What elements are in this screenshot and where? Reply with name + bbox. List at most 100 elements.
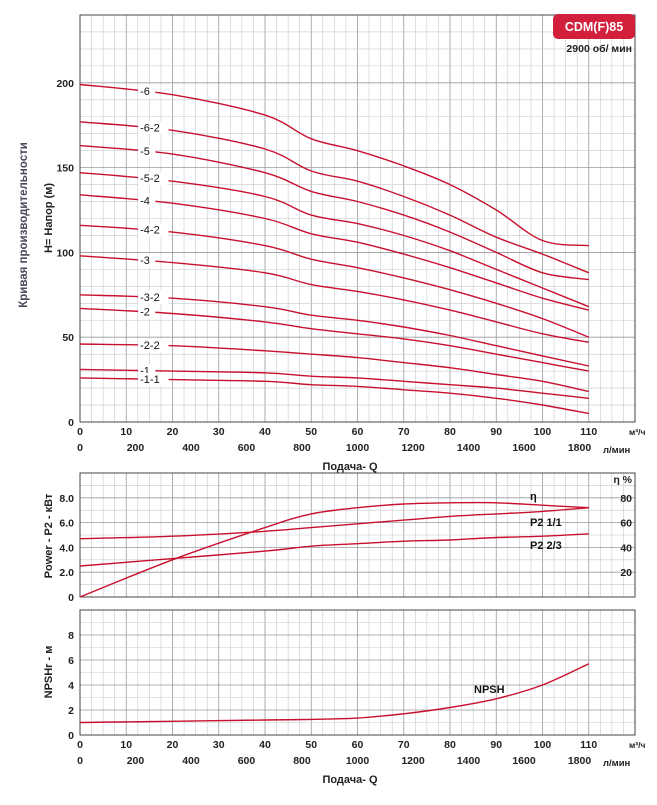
npsh-x-tick-m3h: 50	[305, 739, 317, 751]
head-y-tick: 100	[56, 247, 74, 259]
power-y-tick: 8.0	[59, 493, 74, 505]
eta-y-tick: 80	[620, 493, 632, 505]
npsh-y-tick: 2	[68, 705, 74, 717]
head-curve-label: -4	[140, 195, 150, 207]
head-curve-label-bg	[138, 172, 169, 186]
head-curve-label: -5-2	[140, 173, 160, 185]
head-curve-label-bg	[138, 339, 169, 353]
npsh-y-tick: 6	[68, 655, 74, 667]
power-y-tick: 0	[68, 592, 74, 604]
head-y-tick: 50	[62, 332, 74, 344]
head-unit-lmin: л/мин	[603, 445, 631, 456]
power-frame	[79, 472, 636, 598]
head-x-tick-lmin: 600	[238, 442, 256, 454]
power-series-label: P2 1/1	[530, 517, 562, 529]
eta-y-tick: 20	[620, 567, 632, 579]
head-x-tick-lmin: 1600	[512, 442, 536, 454]
eta-y-tick: 40	[620, 542, 632, 554]
npsh-x-tick-lmin: 600	[238, 755, 256, 767]
head-ylabel: H= Напор (м)	[43, 183, 55, 253]
npsh-x-tick-lmin: 1600	[512, 755, 536, 767]
eta-y-tick: 60	[620, 518, 632, 530]
head-x-tick-lmin: 1000	[346, 442, 370, 454]
power-y-tick: 4.0	[59, 542, 74, 554]
npsh-x-tick-m3h: 30	[213, 739, 225, 751]
npsh-xlabel: Подача- Q	[322, 774, 378, 786]
head-x-tick-m3h: 110	[580, 426, 597, 438]
head-curve	[79, 343, 589, 393]
head-curve-label: -3	[140, 255, 150, 267]
head-curve	[79, 83, 589, 247]
npsh-x-tick-lmin: 0	[77, 755, 83, 767]
head-x-tick-lmin: 800	[293, 442, 311, 454]
npsh-x-tick-lmin: 1400	[457, 755, 481, 767]
power-ylabel: Power - P2 - кВт	[43, 493, 55, 578]
npsh-curve	[79, 663, 590, 724]
head-y-tick: 150	[56, 163, 74, 175]
head-x-tick-lmin: 0	[77, 442, 83, 454]
npsh-x-tick-m3h: 60	[352, 739, 364, 751]
head-curve	[79, 307, 589, 372]
npsh-x-tick-lmin: 1800	[568, 755, 592, 767]
npsh-x-tick-m3h: 70	[398, 739, 410, 751]
npsh-x-tick-m3h: 110	[580, 739, 597, 751]
head-curve-label: -2	[140, 307, 150, 319]
head-curve	[79, 121, 590, 274]
head-x-tick-m3h: 50	[305, 426, 317, 438]
head-curve-label: -1-1	[140, 374, 160, 386]
head-xlabel: Подача- Q	[322, 461, 378, 473]
head-curve	[79, 194, 589, 311]
head-curve	[79, 377, 589, 415]
head-curve-label-bg	[138, 121, 169, 135]
head-curve-label: -3-2	[140, 292, 160, 304]
head-curve-label-bg	[138, 305, 156, 319]
npsh-y-tick: 4	[68, 680, 74, 692]
head-curve-label-bg	[138, 254, 156, 268]
head-x-tick-m3h: 10	[120, 426, 132, 438]
side-title: Кривая производительности	[18, 142, 30, 308]
npsh-x-tick-lmin: 1000	[346, 755, 370, 767]
head-unit-m3h: м³/ч	[629, 427, 645, 437]
npsh-x-tick-lmin: 400	[182, 755, 200, 767]
head-y-tick: 0	[68, 417, 74, 429]
head-frame	[79, 14, 636, 423]
model-badge	[553, 14, 635, 39]
head-curve-label-bg	[138, 291, 169, 305]
npsh-y-tick: 0	[68, 730, 74, 742]
head-curve	[79, 224, 590, 338]
head-x-tick-lmin: 200	[127, 442, 145, 454]
npsh-x-tick-m3h: 10	[120, 739, 132, 751]
npsh-x-tick-m3h: 20	[167, 739, 179, 751]
head-x-tick-m3h: 0	[77, 426, 83, 438]
speed-label: 2900 об/ мин	[566, 43, 632, 55]
power-curve	[79, 507, 589, 540]
npsh-y-tick: 8	[68, 630, 74, 642]
npsh-series-label: NPSH	[474, 684, 505, 696]
power-series-label: η	[530, 491, 537, 503]
head-x-tick-m3h: 60	[352, 426, 364, 438]
head-x-tick-lmin: 400	[182, 442, 200, 454]
head-curve-label-bg	[138, 194, 156, 208]
head-curve-label-bg	[138, 145, 156, 159]
head-curve-label-bg	[138, 223, 169, 237]
npsh-frame	[79, 609, 636, 736]
npsh-unit-m3h: м³/ч	[629, 740, 645, 750]
head-curve	[79, 255, 589, 343]
head-curve	[79, 368, 589, 399]
head-x-tick-m3h: 40	[259, 426, 271, 438]
npsh-x-tick-m3h: 40	[259, 739, 271, 751]
head-x-tick-m3h: 30	[213, 426, 225, 438]
npsh-x-tick-m3h: 100	[534, 739, 552, 751]
npsh-x-tick-lmin: 1200	[401, 755, 425, 767]
head-x-tick-lmin: 1400	[457, 442, 481, 454]
head-x-tick-m3h: 90	[490, 426, 502, 438]
npsh-x-tick-lmin: 800	[293, 755, 311, 767]
npsh-x-tick-m3h: 90	[490, 739, 502, 751]
model-badge-text: CDM(F)85	[565, 20, 623, 34]
head-x-tick-lmin: 1200	[401, 442, 425, 454]
head-curve-label-bg	[138, 85, 156, 99]
head-curve-label: -4-2	[140, 225, 160, 237]
head-x-tick-lmin: 1800	[568, 442, 592, 454]
